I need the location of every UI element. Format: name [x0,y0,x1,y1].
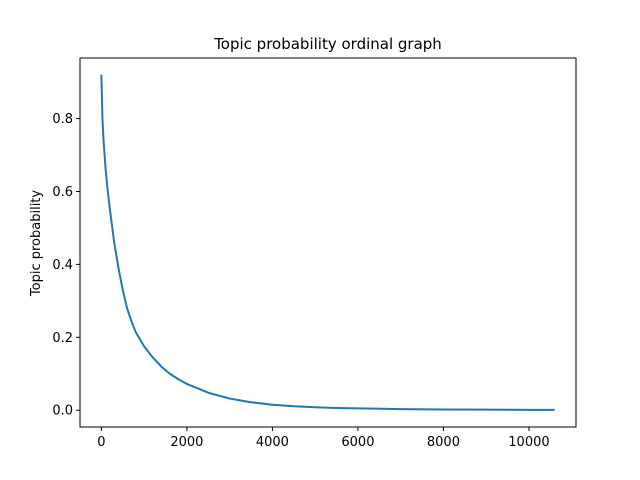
x-tick-label: 2000 [170,435,203,450]
axis-ticks: 0 2000 4000 6000 8000 10000 0.0 0.2 0.4 0.6 0.8 [52,112,549,450]
y-tick-label: 0.2 [52,331,73,346]
x-tick-label: 0 [97,435,105,450]
y-tick-label: 0.8 [52,112,73,127]
y-tick-label: 0.4 [52,258,73,273]
y-axis-title: Topic probability [29,190,44,297]
series-line [100,74,555,411]
y-tick-label: 0.0 [52,404,73,419]
x-tick-label: 6000 [341,435,374,450]
chart-title: Topic probability ordinal graph [213,35,442,53]
y-tick-label: 0.6 [52,185,73,200]
x-tick-label: 10000 [508,435,549,450]
plot-frame [79,57,577,428]
x-tick-label: 4000 [256,435,289,450]
x-tick-label: 8000 [427,435,460,450]
